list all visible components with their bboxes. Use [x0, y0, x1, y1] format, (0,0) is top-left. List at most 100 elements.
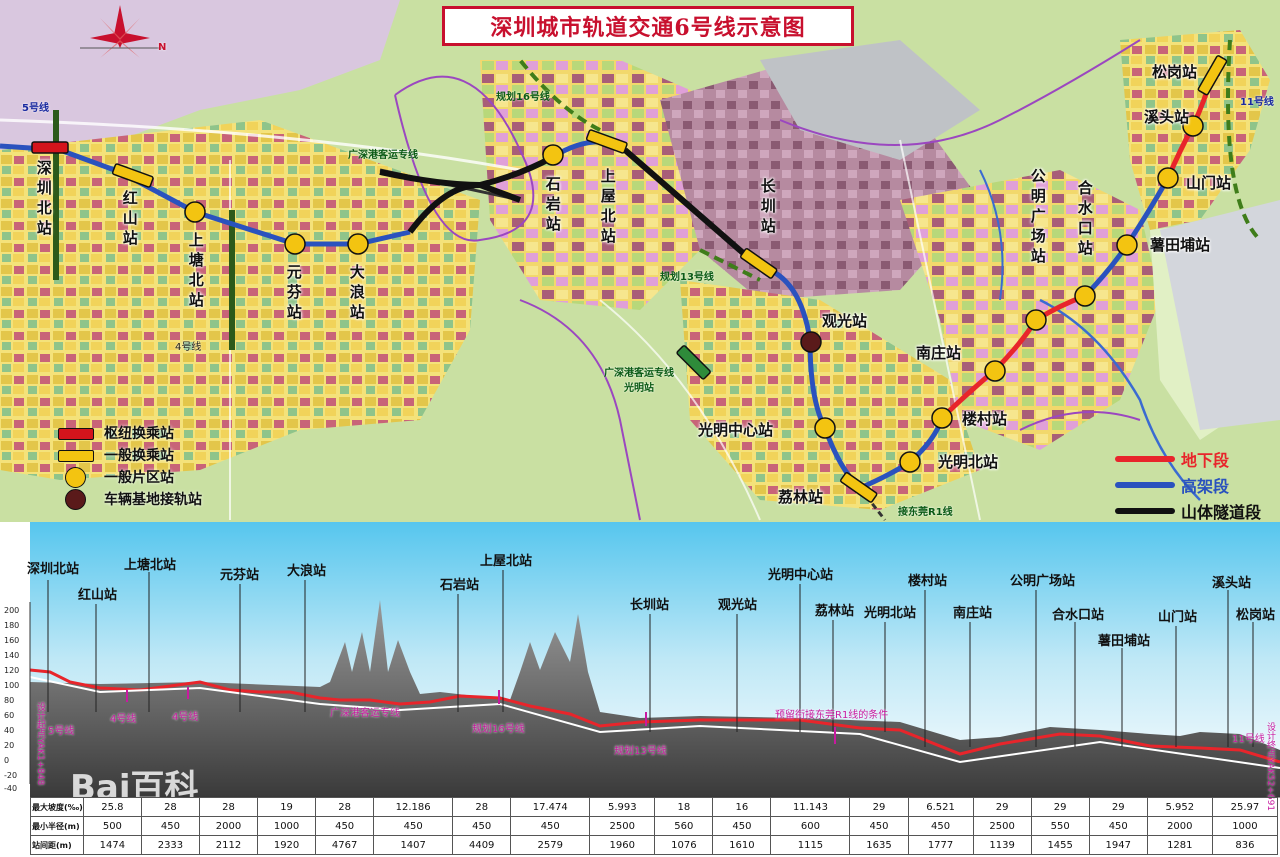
- profile-l5-label: 5号线: [48, 726, 75, 737]
- profile-end-label: 设计终点YAK52+691: [1265, 722, 1275, 812]
- profile-station: 公明广场站: [1010, 574, 1076, 589]
- table-cell: 16: [712, 797, 772, 817]
- map-title-box: 深圳城市轨道交通6号线示意图: [442, 6, 854, 46]
- legend-tunnel: 山体隧道段: [1115, 498, 1261, 522]
- table-cell: 1407: [373, 835, 454, 855]
- label-shutianpu: 薯田埔站: [1150, 236, 1211, 254]
- profile-l11-label: 11号线: [1232, 734, 1265, 745]
- table-cell: 1474: [82, 835, 142, 855]
- table-cell: 25.8: [82, 797, 142, 817]
- ytick: 200: [4, 606, 20, 615]
- profile-station: 光明中心站: [768, 568, 834, 583]
- profile-station: 上屋北站: [480, 554, 533, 569]
- station-legend: 枢纽换乘站 一般换乘站 一般片区站 车辆基地接轨站: [56, 422, 202, 510]
- table-cell: 2500: [589, 816, 656, 836]
- route-map: 深圳城市轨道交通6号线示意图 N 深圳北站 红山站 上塘北站 元芬站 大浪站 石…: [0, 0, 1280, 522]
- label-yuanfen: 元芬站: [284, 264, 303, 324]
- profile-station: 南庄站: [953, 606, 993, 621]
- table-cell: 450: [907, 816, 974, 836]
- table-cell: 2500: [972, 816, 1032, 836]
- table-cell: 1000: [257, 816, 317, 836]
- station-guanguang-symbol: [800, 331, 822, 353]
- table-cell: 560: [654, 816, 714, 836]
- profile-station: 光明北站: [864, 606, 917, 621]
- table-cell: 25.97: [1211, 797, 1279, 817]
- legend-depot: 车辆基地接轨站: [56, 488, 202, 510]
- table-cell: 29: [972, 797, 1032, 817]
- profile-l4a-label: 4号线: [110, 714, 137, 725]
- table-cell: 1000: [1211, 816, 1279, 836]
- table-cell: 28: [315, 797, 375, 817]
- ytick: 0: [4, 756, 10, 765]
- table-cell: 11.143: [770, 797, 851, 817]
- table-cell: 29: [849, 797, 909, 817]
- table-cell: 450: [140, 816, 200, 836]
- table-cell: 600: [770, 816, 851, 836]
- gs-station-label: 广深港客运专线 光明站: [604, 368, 674, 394]
- compass-icon: [80, 5, 165, 58]
- label-loucun: 楼村站: [962, 410, 1008, 428]
- profile-l13-label: 规划13号线: [614, 746, 667, 757]
- legend-underground: 地下段: [1115, 446, 1261, 472]
- table-cell: 29: [1088, 797, 1148, 817]
- gs-rail-label: 广深港客运专线: [348, 150, 418, 161]
- table-cell: 2000: [198, 816, 259, 836]
- legend-regular: 一般片区站: [56, 466, 202, 488]
- table-cell: 2000: [1146, 816, 1213, 836]
- map-background: [0, 0, 1280, 522]
- table-cell: 1455: [1030, 835, 1090, 855]
- ytick: 140: [4, 651, 20, 660]
- label-shangtangbei: 上塘北站: [186, 232, 205, 312]
- profile-station: 荔林站: [815, 604, 855, 619]
- table-cell: 450: [712, 816, 772, 836]
- station-shangwubei-symbol: [585, 129, 628, 154]
- table-cell: 500: [82, 816, 142, 836]
- table-cell: 450: [315, 816, 375, 836]
- label-xitou: 溪头站: [1144, 108, 1190, 126]
- label-gongmingguangchang: 公明广场站: [1028, 168, 1047, 268]
- profile-station: 大浪站: [287, 564, 327, 579]
- profile-gs-label: 广深港客运专线: [330, 708, 400, 719]
- ytick: 180: [4, 621, 20, 630]
- label-guanguang: 观光站: [822, 312, 868, 330]
- label-heshuikou: 合水口站: [1075, 180, 1094, 260]
- label-shanmen: 山门站: [1186, 174, 1232, 192]
- station-songgang-symbol: [1197, 55, 1228, 96]
- ytick: 40: [4, 726, 15, 735]
- table-cell: 4409: [452, 835, 512, 855]
- r1-label: 接东莞R1线: [898, 507, 953, 518]
- label-changzhen: 长圳站: [758, 178, 777, 238]
- label-hongshan: 红山站: [120, 190, 139, 250]
- table-cell: 19: [257, 797, 317, 817]
- profile-station: 楼村站: [908, 574, 948, 589]
- line-13-label: 规划13号线: [660, 272, 714, 283]
- table-cell: 2333: [140, 835, 200, 855]
- profile-station: 元芬站: [220, 568, 260, 583]
- profile-graphic: [29, 522, 1280, 798]
- table-cell: 1920: [257, 835, 317, 855]
- profile-station: 红山站: [78, 588, 118, 603]
- table-cell: 4767: [315, 835, 375, 855]
- table-row: 站间距(m) 1474 2333 2112 1920 4767 1407 4409 2579 19…: [30, 835, 1279, 855]
- segment-legend: 地下段 高架段 山体隧道段: [1115, 446, 1261, 522]
- legend-elevated: 高架段: [1115, 472, 1261, 498]
- station-guangmingbei-symbol: [899, 451, 921, 473]
- profile-station: 观光站: [718, 598, 758, 613]
- label-shiyan: 石岩站: [543, 176, 562, 236]
- label-nanzhuang: 南庄站: [916, 344, 962, 362]
- line-11-label: 11号线: [1240, 97, 1274, 108]
- table-cell: 29: [1030, 797, 1090, 817]
- table-row-label: 最小半径(m): [30, 816, 84, 836]
- table-cell: 450: [1088, 816, 1148, 836]
- station-yuanfen-symbol: [284, 233, 306, 255]
- station-loucun-symbol: [931, 407, 953, 429]
- profile-r1-label: 预留衔接东莞R1线的条件: [775, 710, 889, 721]
- table-cell: 1635: [849, 835, 909, 855]
- table-cell: 12.186: [373, 797, 454, 817]
- profile-station: 上塘北站: [124, 558, 177, 573]
- ytick: 80: [4, 696, 15, 705]
- profile-station: 合水口站: [1052, 608, 1105, 623]
- label-songgang: 松岗站: [1152, 63, 1198, 81]
- table-cell: 28: [452, 797, 512, 817]
- profile-station: 薯田埔站: [1098, 634, 1151, 649]
